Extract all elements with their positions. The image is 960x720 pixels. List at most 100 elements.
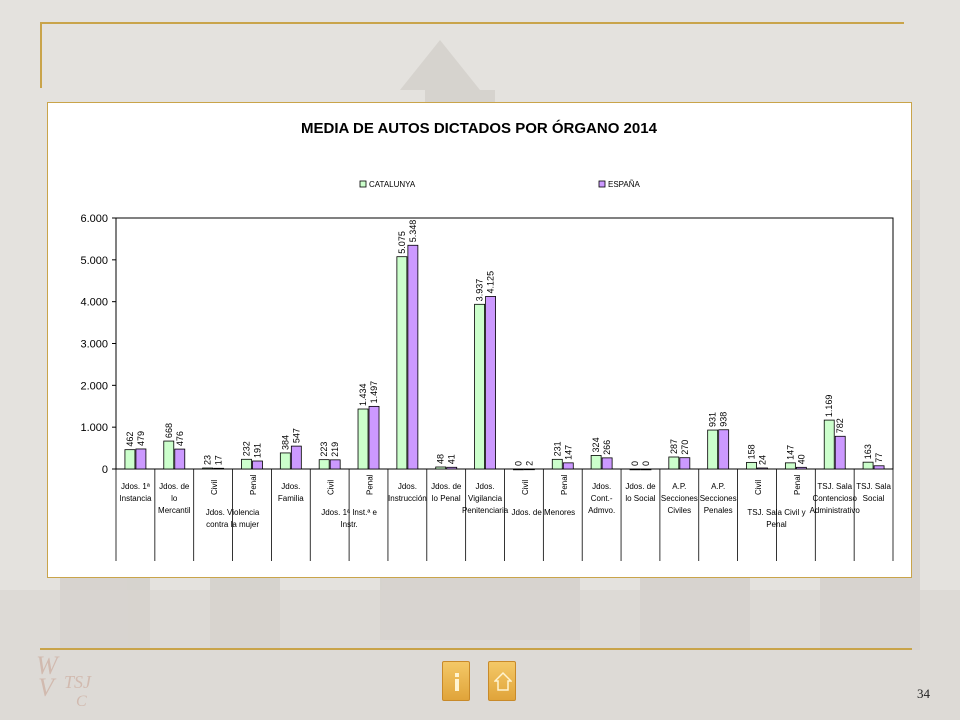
bar-cat-11 bbox=[551, 458, 563, 470]
value-label-cat-0: 462 bbox=[125, 432, 135, 447]
svg-text:W: W bbox=[36, 651, 60, 680]
y-tick-label-6: 6.000 bbox=[80, 213, 108, 225]
svg-text:C: C bbox=[76, 693, 87, 710]
category-label-13-line-1: lo Social bbox=[625, 494, 655, 503]
value-label-cat-17: 147 bbox=[785, 445, 795, 460]
bar-cat-13 bbox=[629, 468, 641, 471]
value-label-esp-15: 938 bbox=[719, 412, 729, 427]
bottom-rule bbox=[40, 648, 912, 650]
category-label-6: Penal bbox=[366, 474, 375, 495]
bar-cat-3 bbox=[241, 458, 252, 470]
home-button[interactable] bbox=[488, 661, 516, 701]
category-label-5: Civil bbox=[327, 480, 336, 495]
y-tick-label-0: 0 bbox=[102, 464, 108, 476]
value-label-esp-0: 479 bbox=[136, 431, 146, 446]
bar-esp-9 bbox=[485, 296, 496, 470]
category-label-16: Civil bbox=[754, 480, 763, 495]
value-label-cat-12: 324 bbox=[591, 437, 601, 452]
group-label-0-line-0: Jdos. Violencia bbox=[206, 508, 260, 517]
category-label-4-line-0: Jdos. bbox=[281, 482, 300, 491]
value-label-cat-16: 158 bbox=[747, 444, 757, 459]
y-tick-label-3: 3.000 bbox=[80, 339, 108, 351]
value-label-cat-10: 0 bbox=[513, 461, 523, 466]
category-label-9-line-0: Jdos. bbox=[476, 482, 495, 491]
value-label-esp-9: 4.125 bbox=[486, 271, 496, 294]
category-label-12-line-2: Admvo. bbox=[588, 506, 615, 515]
bar-esp-11 bbox=[562, 462, 574, 470]
y-tick-label-4: 4.000 bbox=[80, 297, 108, 309]
bar-esp-6 bbox=[368, 405, 380, 470]
group-label-3-line-1: Penal bbox=[766, 520, 787, 529]
bar-esp-5 bbox=[329, 459, 341, 470]
bar-cat-8 bbox=[435, 466, 447, 470]
info-button[interactable] bbox=[442, 661, 470, 701]
bar-esp-16 bbox=[757, 467, 768, 470]
legend-swatch-1 bbox=[598, 180, 606, 188]
category-label-14-line-0: A.P. bbox=[672, 482, 686, 491]
category-label-10: Civil bbox=[521, 480, 530, 495]
group-label-0-line-1: contra la mujer bbox=[206, 520, 259, 529]
category-label-1-line-2: Mercantil bbox=[158, 506, 191, 515]
bar-cat-6 bbox=[357, 408, 369, 470]
category-label-1-line-1: lo bbox=[171, 494, 178, 503]
bar-esp-3 bbox=[252, 460, 263, 470]
legend-label-0: CATALUNYA bbox=[369, 180, 416, 189]
bar-esp-0 bbox=[135, 448, 147, 470]
bar-cat-19 bbox=[862, 461, 874, 470]
value-label-esp-10: 2 bbox=[524, 461, 534, 466]
category-label-19-line-1: Social bbox=[863, 494, 885, 503]
value-label-esp-8: 41 bbox=[447, 454, 457, 464]
value-label-esp-3: 191 bbox=[252, 443, 262, 458]
category-label-15-line-0: A.P. bbox=[711, 482, 725, 491]
bar-cat-12 bbox=[590, 455, 602, 470]
value-label-esp-18: 782 bbox=[835, 418, 845, 433]
category-label-2: Civil bbox=[210, 480, 219, 495]
y-tick-label-2: 2.000 bbox=[80, 380, 108, 392]
value-label-esp-6: 1.497 bbox=[369, 381, 379, 404]
y-tick-label-1: 1.000 bbox=[80, 422, 108, 434]
bar-esp-19 bbox=[873, 465, 885, 470]
group-label-1-line-1: Instr. bbox=[340, 520, 357, 529]
category-label-12-line-1: Cont.- bbox=[591, 494, 613, 503]
group-label-2-line-0: Jdos. de Menores bbox=[512, 508, 576, 517]
category-label-4-line-1: Familia bbox=[278, 494, 304, 503]
bar-esp-10 bbox=[524, 468, 535, 471]
bar-esp-13 bbox=[640, 468, 652, 471]
category-label-9-line-2: Penitenciaria bbox=[462, 506, 509, 515]
bar-esp-1 bbox=[174, 448, 186, 470]
group-label-3-line-0: TSJ. Sala Civil y bbox=[747, 508, 805, 517]
value-label-cat-1: 668 bbox=[164, 423, 174, 438]
value-label-cat-5: 223 bbox=[319, 442, 329, 457]
home-icon bbox=[494, 671, 512, 691]
value-label-cat-3: 232 bbox=[241, 441, 251, 456]
info-icon bbox=[455, 673, 459, 691]
page-number: 34 bbox=[917, 686, 930, 701]
category-label-9-line-1: Vigilancia bbox=[468, 494, 503, 503]
value-label-cat-2: 23 bbox=[203, 455, 213, 465]
bar-cat-9 bbox=[474, 303, 485, 470]
category-label-0-line-1: Instancia bbox=[119, 494, 152, 503]
bar-cat-7 bbox=[396, 256, 408, 470]
value-label-cat-7: 5.075 bbox=[397, 231, 407, 254]
category-label-0-line-0: Jdos. 1ª bbox=[121, 482, 150, 491]
value-label-cat-18: 1.169 bbox=[824, 395, 834, 418]
value-label-esp-14: 270 bbox=[680, 440, 690, 455]
bar-esp-17 bbox=[795, 466, 807, 470]
category-label-18-line-0: TSJ. Sala bbox=[817, 482, 852, 491]
category-label-8-line-0: Jdos. de bbox=[431, 482, 462, 491]
category-label-12-line-0: Jdos. bbox=[592, 482, 611, 491]
plot-area bbox=[115, 217, 894, 470]
top-rule bbox=[40, 22, 904, 24]
category-label-7-line-1: Instrucción bbox=[388, 494, 427, 503]
value-label-esp-16: 24 bbox=[758, 455, 768, 465]
bar-cat-0 bbox=[124, 449, 136, 470]
value-label-esp-5: 219 bbox=[330, 442, 340, 457]
value-label-cat-15: 931 bbox=[708, 412, 718, 427]
bar-cat-10 bbox=[513, 468, 524, 471]
svg-text:TSJ: TSJ bbox=[64, 672, 92, 692]
bar-cat-14 bbox=[668, 456, 680, 470]
legend-swatch-0 bbox=[359, 180, 367, 188]
bar-esp-15 bbox=[718, 429, 730, 470]
value-label-esp-1: 476 bbox=[175, 431, 185, 446]
category-label-11: Penal bbox=[560, 474, 569, 495]
